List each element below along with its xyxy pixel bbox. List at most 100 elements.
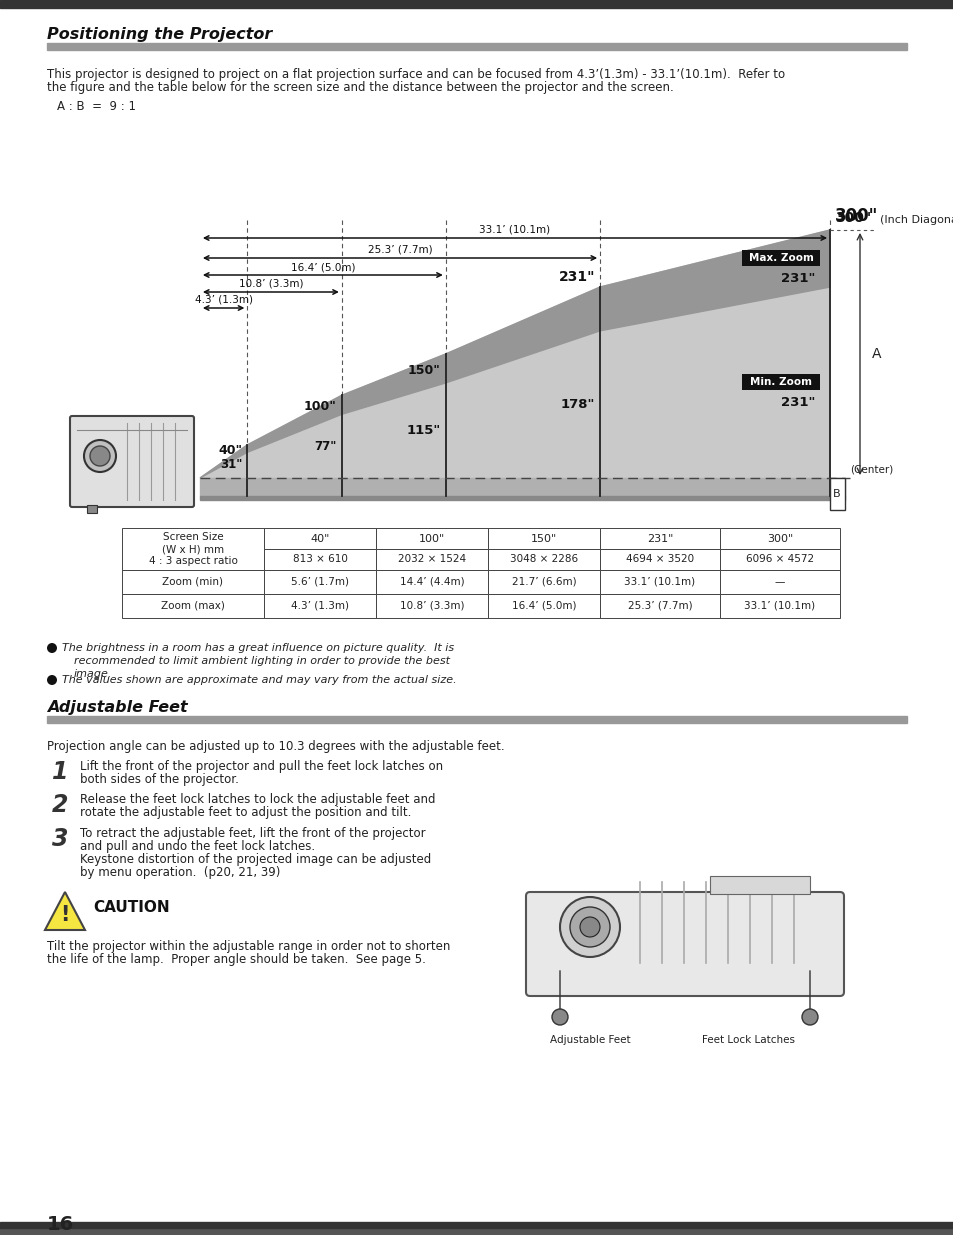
Text: recommended to limit ambient lighting in order to provide the best: recommended to limit ambient lighting in… [74, 656, 450, 666]
Bar [375, 550, 488, 571]
Text: 16: 16 [47, 1215, 74, 1234]
Text: The values shown are approximate and may vary from the actual size.: The values shown are approximate and may… [62, 676, 456, 685]
Text: 115": 115" [406, 424, 440, 436]
Text: 231": 231" [558, 270, 595, 284]
Bar [122, 571, 264, 594]
Polygon shape [200, 230, 829, 478]
Text: CAUTION: CAUTION [92, 900, 170, 915]
Text: both sides of the projector.: both sides of the projector. [80, 773, 238, 785]
Polygon shape [200, 478, 844, 496]
Circle shape [90, 446, 110, 466]
Text: 77": 77" [314, 440, 336, 452]
Polygon shape [45, 892, 85, 930]
Text: 40": 40" [310, 534, 330, 543]
Text: and pull and undo the feet lock latches.: and pull and undo the feet lock latches. [80, 840, 314, 853]
Text: 300": 300" [766, 534, 792, 543]
Text: Projection angle can be adjusted up to 10.3 degrees with the adjustable feet.: Projection angle can be adjusted up to 1… [47, 740, 504, 753]
Bar [264, 529, 375, 550]
Bar [47, 43, 906, 49]
FancyBboxPatch shape [70, 416, 193, 508]
Bar [829, 478, 844, 510]
Bar [488, 594, 599, 618]
Polygon shape [200, 496, 844, 500]
Text: Lift the front of the projector and pull the feet lock latches on: Lift the front of the projector and pull… [80, 760, 442, 773]
Text: Positioning the Projector: Positioning the Projector [47, 27, 272, 42]
Text: A: A [871, 347, 881, 361]
Text: B: B [832, 489, 840, 499]
Text: by menu operation.  (p20, 21, 39): by menu operation. (p20, 21, 39) [80, 866, 280, 879]
Text: the life of the lamp.  Proper angle should be taken.  See page 5.: the life of the lamp. Proper angle shoul… [47, 953, 425, 966]
Text: 3: 3 [52, 827, 69, 851]
Circle shape [47, 643, 57, 653]
Text: The brightness in a room has a great influence on picture quality.  It is: The brightness in a room has a great inf… [62, 643, 454, 653]
Text: 25.3’ (7.7m): 25.3’ (7.7m) [367, 245, 432, 254]
Text: 231": 231" [646, 534, 673, 543]
Text: 4694 × 3520: 4694 × 3520 [625, 555, 694, 564]
Text: A : B  =  9 : 1: A : B = 9 : 1 [57, 100, 136, 112]
Text: 300": 300" [834, 207, 878, 225]
Text: 21.7’ (6.6m): 21.7’ (6.6m) [511, 577, 576, 587]
Text: image.: image. [74, 669, 112, 679]
Text: Screen Size
(W x H) mm
4 : 3 aspect ratio: Screen Size (W x H) mm 4 : 3 aspect rati… [149, 532, 237, 566]
Text: —: — [774, 577, 784, 587]
Bar [599, 594, 720, 618]
Text: 31": 31" [219, 458, 242, 472]
Text: 40": 40" [218, 443, 242, 457]
Text: Zoom (max): Zoom (max) [161, 601, 225, 611]
Text: (Center): (Center) [849, 466, 892, 475]
Bar [488, 529, 599, 550]
Text: (Inch Diagonal): (Inch Diagonal) [879, 215, 953, 225]
Bar [47, 716, 906, 722]
Bar [122, 594, 264, 618]
Text: 300": 300" [834, 211, 870, 225]
Text: 2032 × 1524: 2032 × 1524 [397, 555, 466, 564]
Text: 100": 100" [418, 534, 445, 543]
Text: 10.8’ (3.3m): 10.8’ (3.3m) [399, 601, 464, 611]
Text: 100": 100" [304, 399, 336, 412]
Bar [0, 1228, 953, 1235]
Bar [709, 876, 809, 894]
Bar [0, 1221, 953, 1228]
Text: Max. Zoom: Max. Zoom [748, 253, 813, 263]
Bar [87, 505, 97, 513]
Circle shape [569, 906, 609, 947]
Bar [488, 571, 599, 594]
Text: 4.3’ (1.3m): 4.3’ (1.3m) [291, 601, 349, 611]
Bar [264, 550, 375, 571]
Bar [720, 529, 840, 550]
Text: Adjustable Feet: Adjustable Feet [47, 700, 188, 715]
Bar [488, 550, 599, 571]
FancyBboxPatch shape [741, 249, 820, 266]
Text: 4.3’ (1.3m): 4.3’ (1.3m) [194, 295, 253, 305]
FancyBboxPatch shape [741, 374, 820, 390]
Bar [720, 594, 840, 618]
Text: Tilt the projector within the adjustable range in order not to shorten: Tilt the projector within the adjustable… [47, 940, 450, 953]
Text: Min. Zoom: Min. Zoom [749, 377, 811, 387]
Text: 16.4’ (5.0m): 16.4’ (5.0m) [291, 262, 355, 272]
Text: 1: 1 [52, 760, 69, 784]
Text: rotate the adjustable feet to adjust the position and tilt.: rotate the adjustable feet to adjust the… [80, 806, 411, 819]
Text: Zoom (min): Zoom (min) [162, 577, 223, 587]
Text: 14.4’ (4.4m): 14.4’ (4.4m) [399, 577, 464, 587]
Bar [0, 0, 953, 7]
Text: 5.6’ (1.7m): 5.6’ (1.7m) [291, 577, 349, 587]
Polygon shape [200, 230, 829, 478]
Circle shape [84, 440, 116, 472]
Bar [264, 594, 375, 618]
Bar [264, 571, 375, 594]
Bar [720, 571, 840, 594]
Text: Adjustable Feet: Adjustable Feet [550, 1035, 630, 1045]
Circle shape [552, 1009, 567, 1025]
Text: 3048 × 2286: 3048 × 2286 [510, 555, 578, 564]
Text: 6096 × 4572: 6096 × 4572 [745, 555, 813, 564]
Text: 33.1’ (10.1m): 33.1’ (10.1m) [624, 577, 695, 587]
Text: 10.8’ (3.3m): 10.8’ (3.3m) [238, 279, 303, 289]
FancyBboxPatch shape [525, 892, 843, 995]
Text: 813 × 610: 813 × 610 [293, 555, 347, 564]
Text: 150": 150" [530, 534, 557, 543]
Text: Keystone distortion of the projected image can be adjusted: Keystone distortion of the projected ima… [80, 853, 431, 866]
Text: 33.1’ (10.1m): 33.1’ (10.1m) [479, 225, 550, 235]
Text: 33.1’ (10.1m): 33.1’ (10.1m) [743, 601, 815, 611]
Bar [599, 550, 720, 571]
Bar [720, 550, 840, 571]
